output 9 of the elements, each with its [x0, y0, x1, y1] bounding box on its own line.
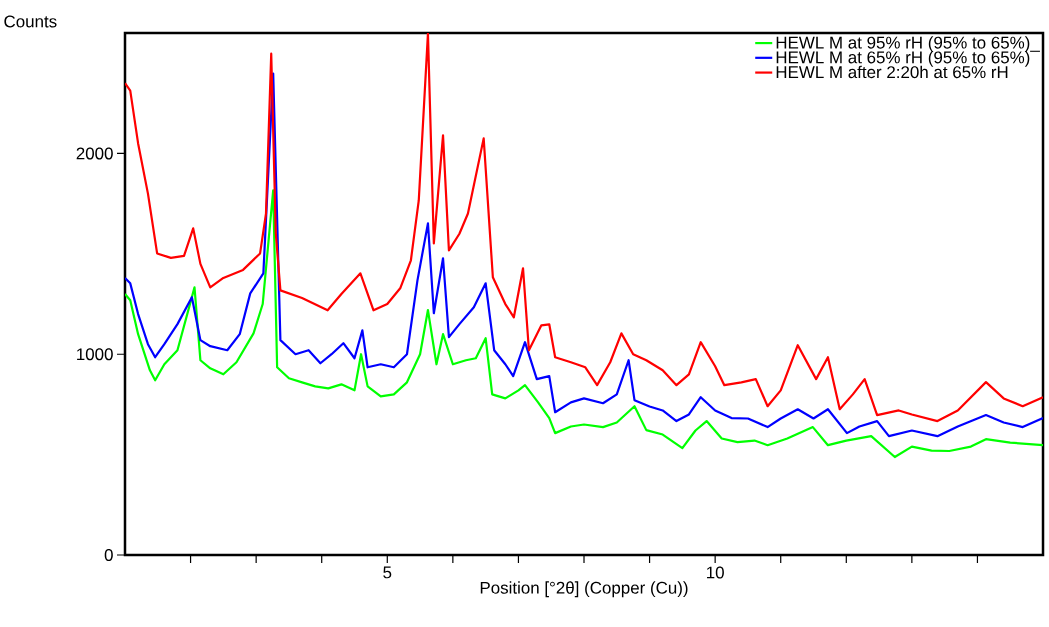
x-tick-label: 5 — [383, 566, 392, 579]
y-axis-title: Counts — [4, 15, 57, 28]
y-tick-label: 0 — [104, 549, 113, 561]
y-tick-label: 1000 — [77, 348, 113, 361]
line-series — [125, 189, 1044, 459]
x-tick-label: 10 — [707, 566, 724, 579]
legend-label: HEWL M at 95% rH (95% to 65%)_ — [776, 36, 1040, 52]
x-axis-title: Position [°2θ] (Copper (Cu)) — [480, 581, 688, 598]
y-tick-label: 2000 — [76, 147, 113, 160]
